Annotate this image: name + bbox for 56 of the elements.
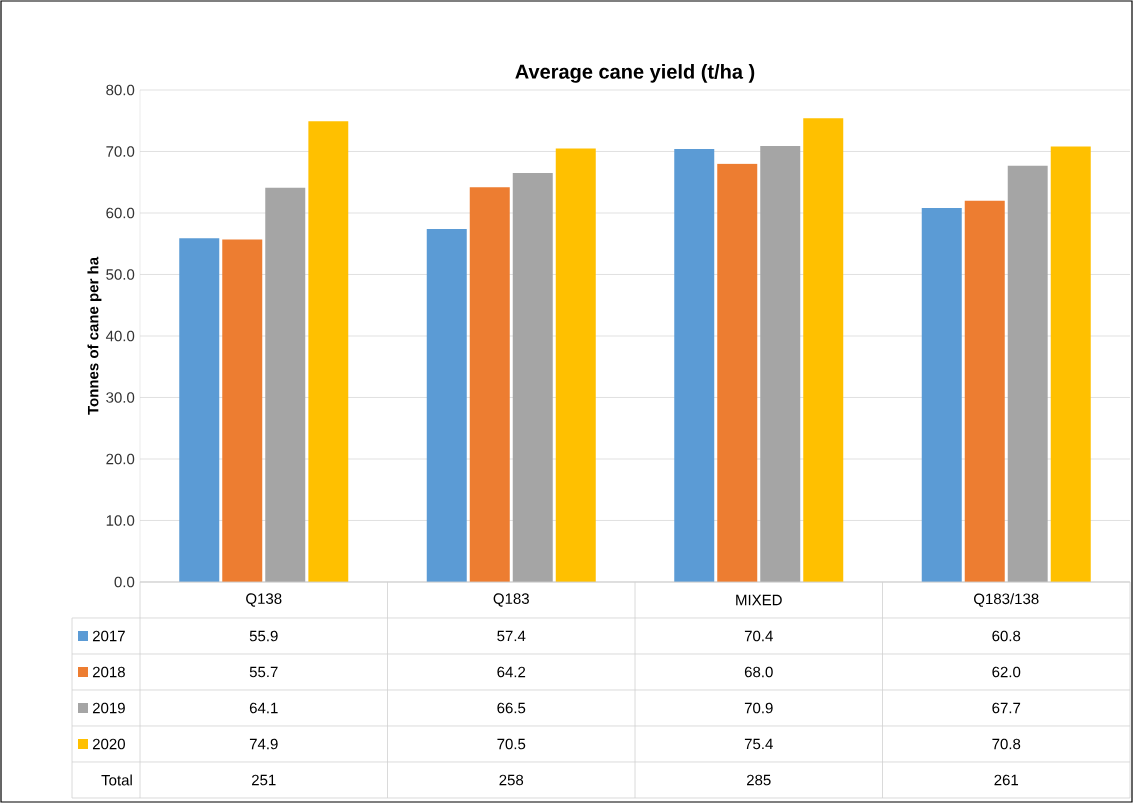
text: 258 [499,774,524,786]
bar [760,145,801,582]
bar [308,121,349,582]
data-label: 75.4 [744,738,773,750]
legend-label: 2019 [92,702,125,714]
bar [964,200,1005,582]
data-label: 70.9 [744,702,773,714]
data-label: 74.9 [249,738,278,750]
text: 251 [252,774,276,786]
data-label: 70.4 [744,630,773,642]
y-tick-label: 50.0 [106,269,135,280]
x-tick-label: Q138 [246,593,282,607]
bar [265,187,306,582]
bar [674,149,715,582]
bar [555,148,596,582]
data-label: 64.2 [497,666,526,678]
x-tick-label: Q183 [493,593,529,607]
data-label: 70.5 [497,738,526,750]
bar [1050,146,1091,582]
bar [426,228,467,582]
text: Total [101,774,132,786]
chart-title: Average cane yield (t/ha ) [515,64,755,83]
y-tick-label: 0.0 [114,576,135,588]
bar [921,208,962,582]
data-label: 64.1 [249,702,278,714]
legend-label: 2017 [92,630,125,642]
data-label: 67.7 [992,702,1021,714]
bar [512,173,553,582]
data-label: 68.0 [744,666,773,678]
x-tick-label: Q183/138 [974,593,1039,607]
bar [1007,165,1048,582]
data-label: 62.0 [992,666,1021,678]
x-tick-label: MIXED [736,594,782,606]
data-label: 57.4 [497,630,526,642]
bar [717,163,758,582]
y-tick-label: 80.0 [106,84,135,96]
y-axis-title: Tonnes of cane per ha [87,256,102,415]
y-tick-label: 60.0 [106,207,135,219]
data-label: 70.8 [992,738,1021,750]
y-tick-label: 20.0 [106,453,135,465]
y-tick-label: 10.0 [106,515,135,526]
bar [803,118,844,582]
text: 285 [746,774,771,786]
text: 261 [994,774,1019,786]
data-label: 66.5 [497,702,526,714]
legend-label: 2020 [92,738,125,750]
y-tick-label: 70.0 [106,146,135,157]
bar [222,239,263,582]
y-tick-label: 40.0 [105,330,135,342]
data-label: 55.7 [249,666,278,678]
bar [179,238,220,582]
y-tick-label: 30.0 [106,392,135,403]
data-label: 55.9 [249,630,278,642]
bar [469,187,510,582]
legend-label: 2018 [92,666,125,678]
data-label: 60.8 [992,630,1021,642]
